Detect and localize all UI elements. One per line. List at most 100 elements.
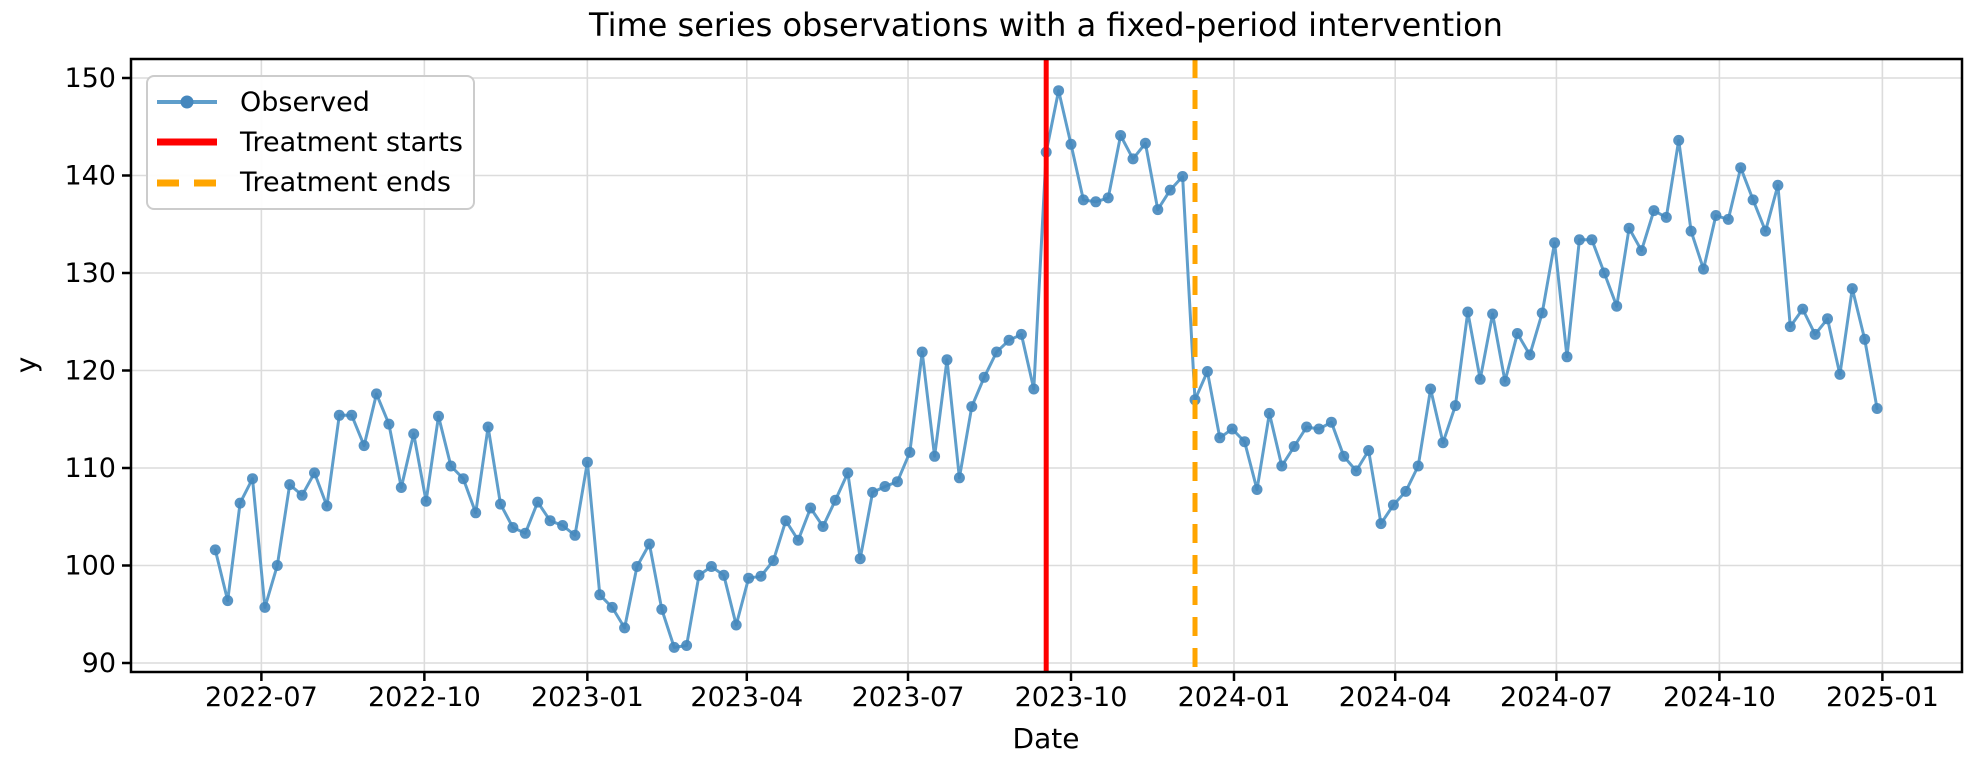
data-point-marker: [371, 388, 382, 400]
data-point-marker: [259, 601, 271, 613]
data-point-marker: [1722, 213, 1734, 225]
data-point-marker: [1524, 349, 1536, 361]
data-point-marker: [1276, 460, 1288, 472]
data-point-marker: [1028, 383, 1040, 395]
data-point-marker: [1710, 210, 1722, 221]
data-point-marker: [1400, 485, 1412, 497]
x-tick-label: 2022-10: [368, 682, 481, 713]
data-point-marker: [941, 354, 953, 366]
data-point-marker: [433, 410, 444, 422]
data-point-marker: [966, 401, 978, 413]
data-point-marker: [1598, 267, 1610, 279]
data-point-marker: [1673, 134, 1685, 146]
data-point-marker: [1115, 130, 1127, 141]
x-tick-label: 2023-10: [1015, 682, 1128, 713]
data-point-marker: [321, 500, 333, 512]
data-point-marker: [1735, 162, 1747, 174]
data-point-marker: [1636, 245, 1647, 257]
data-point-marker: [420, 495, 432, 507]
data-point-marker: [544, 515, 556, 527]
data-point-marker: [1573, 234, 1585, 246]
data-point-marker: [1102, 192, 1114, 204]
data-point-marker: [1586, 234, 1598, 246]
data-point-marker: [1363, 445, 1375, 456]
data-point-marker: [1449, 400, 1461, 412]
data-point-marker: [395, 482, 407, 493]
data-point-marker: [792, 534, 804, 546]
data-point-marker: [767, 555, 779, 567]
data-point-marker: [854, 553, 866, 565]
data-point-marker: [1685, 225, 1697, 237]
x-tick-label: 2023-07: [852, 682, 965, 713]
data-point-marker: [1660, 211, 1672, 223]
data-point-marker: [1846, 283, 1858, 295]
plot-border: [129, 57, 1964, 674]
data-point-marker: [643, 538, 655, 550]
y-tick-label: 130: [64, 258, 116, 289]
data-point-marker: [482, 421, 494, 433]
data-point-marker: [929, 450, 941, 462]
data-point-marker: [1784, 321, 1796, 333]
data-point-marker: [1536, 307, 1548, 319]
x-tick-label: 2024-04: [1339, 682, 1452, 713]
data-point-marker: [1871, 403, 1883, 414]
data-point-marker: [1127, 153, 1139, 165]
data-point-marker: [1387, 499, 1399, 511]
x-tick-label: 2025-01: [1826, 682, 1939, 713]
legend-item: Treatment ends: [157, 163, 473, 203]
data-point-marker: [1251, 484, 1263, 495]
data-point-marker: [1375, 518, 1387, 530]
data-point-marker: [1313, 423, 1325, 435]
data-point-marker: [1350, 465, 1362, 477]
data-point-marker: [953, 472, 965, 484]
data-point-marker: [1412, 460, 1424, 472]
data-point-marker: [916, 346, 928, 358]
data-point-marker: [271, 560, 283, 571]
data-point-marker: [1462, 306, 1474, 318]
data-point-marker: [1152, 204, 1164, 216]
data-point-marker: [581, 456, 593, 468]
y-tick-label: 140: [64, 161, 116, 192]
data-point-marker: [829, 494, 841, 506]
data-point-marker: [445, 460, 457, 472]
data-point-marker: [780, 515, 792, 527]
data-point-marker: [1499, 375, 1511, 387]
data-point-marker: [1797, 303, 1809, 315]
data-point-marker: [681, 640, 693, 651]
data-point-marker: [879, 481, 891, 492]
data-point-marker: [1053, 85, 1065, 97]
x-tick-label: 2023-01: [531, 682, 644, 713]
data-point-marker: [1561, 351, 1573, 363]
data-point-marker: [1425, 383, 1437, 395]
data-point-marker: [1164, 184, 1176, 196]
data-point-marker: [1065, 138, 1077, 150]
y-tick-label: 100: [64, 551, 116, 582]
data-point-marker: [1511, 328, 1523, 339]
data-point-marker: [1226, 423, 1238, 435]
x-tick-label: 2022-07: [205, 682, 318, 713]
legend-item: Treatment starts: [157, 122, 473, 162]
x-tick-label: 2024-10: [1663, 682, 1776, 713]
y-axis-label: y: [9, 356, 43, 374]
x-axis-label: Date: [1012, 722, 1080, 755]
data-point-marker: [755, 570, 767, 582]
data-point-marker: [457, 473, 469, 485]
data-point-marker: [1859, 333, 1871, 345]
data-point-marker: [1003, 334, 1015, 346]
data-point-marker: [507, 522, 519, 533]
data-point-marker: [1077, 194, 1089, 206]
x-tick-label: 2024-01: [1178, 682, 1291, 713]
data-point-marker: [656, 603, 668, 615]
data-point-marker: [718, 569, 730, 581]
data-point-marker: [470, 507, 482, 519]
data-point-marker: [1760, 225, 1771, 237]
data-point-marker: [1090, 196, 1102, 208]
data-point-marker: [904, 446, 916, 458]
legend-item-label: Treatment starts: [240, 126, 463, 158]
data-point-marker: [408, 428, 420, 440]
data-point-marker: [1698, 263, 1709, 275]
data-point-marker: [495, 498, 506, 510]
data-point-marker: [1239, 436, 1251, 448]
data-point-marker: [631, 561, 643, 572]
